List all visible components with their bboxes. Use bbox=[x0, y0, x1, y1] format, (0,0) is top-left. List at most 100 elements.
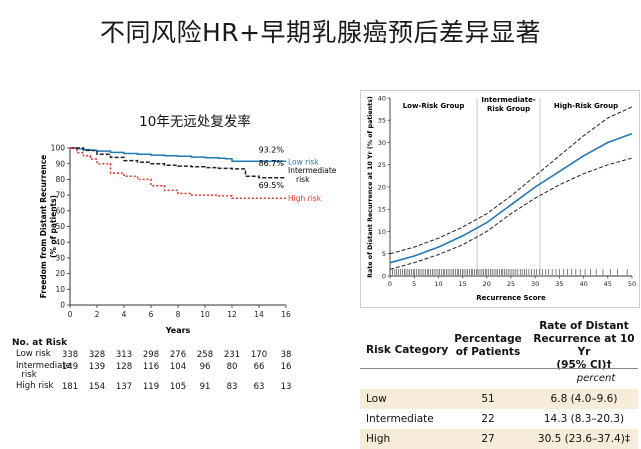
risk-table-cell: 139 bbox=[88, 362, 106, 372]
risk-table-row-label: Low risk bbox=[16, 349, 51, 359]
row-rate: 14.3 (8.3–20.3) bbox=[543, 413, 625, 425]
risk-table-cell: 258 bbox=[196, 350, 214, 360]
risk-table-cell: 66 bbox=[253, 362, 265, 372]
risk-table-cell: 137 bbox=[115, 382, 133, 392]
y-tick-label: 20 bbox=[55, 269, 65, 278]
km-series-line bbox=[70, 147, 286, 199]
estimate-line bbox=[389, 132, 633, 264]
risk-table-row-label: Intermediate risk bbox=[16, 361, 71, 380]
y-tick-label: 25 bbox=[378, 161, 386, 169]
risk-table-header: No. at Risk bbox=[12, 338, 68, 348]
risk-table-cell: 154 bbox=[88, 382, 106, 392]
row-category: Intermediate bbox=[366, 413, 434, 425]
x-tick-label: 12 bbox=[227, 310, 237, 319]
col-header-risk-category: Risk Category bbox=[366, 344, 449, 356]
row-percentage: 51 bbox=[481, 393, 495, 405]
y-tick-label: 70 bbox=[55, 191, 65, 200]
y-tick-label: 10 bbox=[55, 285, 65, 294]
group-label: Risk Group bbox=[487, 105, 530, 113]
row-category: Low bbox=[366, 393, 387, 405]
km-chart: 0 10 20 30 40 50 60 70 80 90 100 0 2 4 6 8 10 12 14 16 Years… bbox=[39, 144, 337, 335]
risk-table-cell: 119 bbox=[142, 382, 160, 392]
risk-table-cell: 63 bbox=[253, 382, 265, 392]
y-tick-label: 10 bbox=[378, 228, 386, 236]
group-label: High-Risk Group bbox=[554, 102, 618, 110]
y-axis-label: Rate of Distant Recurrence at 10 Yr (% o… bbox=[367, 96, 374, 278]
x-axis-label: Recurrence Score bbox=[476, 294, 546, 302]
group-label: Low-Risk Group bbox=[403, 102, 465, 110]
y-tick-label: 40 bbox=[55, 238, 65, 247]
x-tick-label: 50 bbox=[628, 280, 636, 288]
km-legend-label: Low risk bbox=[288, 157, 319, 166]
x-tick-label: 45 bbox=[604, 280, 612, 288]
risk-table-cell: 38 bbox=[280, 350, 292, 360]
risk-table-cell: 128 bbox=[115, 362, 133, 372]
col-header-rate: Rate of Distant Recurrence at 10 Yr (95%… bbox=[533, 320, 635, 371]
x-tick-label: 4 bbox=[122, 310, 127, 319]
x-tick-label: 10 bbox=[200, 310, 210, 319]
risk-table-cell: 298 bbox=[142, 350, 160, 360]
row-category: High bbox=[366, 433, 391, 445]
x-tick-label: 10 bbox=[434, 280, 442, 288]
y-axis-label-sub: (% of patients) bbox=[49, 195, 58, 258]
ci-line bbox=[389, 106, 633, 255]
risk-table-cell: 276 bbox=[169, 350, 187, 360]
x-tick-label: 15 bbox=[458, 280, 466, 288]
km-legend-label: Intermediate bbox=[288, 166, 337, 175]
row-rate: 30.5 (23.6–37.4)‡ bbox=[537, 433, 631, 445]
col-header-percentage: Percentage of Patients bbox=[454, 333, 522, 358]
group-label: Intermediate- bbox=[481, 96, 535, 104]
units-label: percent bbox=[576, 373, 616, 384]
y-tick-label: 100 bbox=[51, 144, 66, 153]
km-end-label: 69.5% bbox=[259, 181, 285, 190]
km-legend-label: risk bbox=[296, 175, 310, 184]
y-tick-label: 90 bbox=[55, 159, 65, 168]
x-tick-label: 16 bbox=[281, 310, 291, 319]
y-tick-label: 15 bbox=[378, 206, 386, 214]
km-end-label: 86.7% bbox=[259, 159, 285, 168]
x-tick-label: 14 bbox=[254, 310, 264, 319]
ci-line bbox=[389, 157, 633, 270]
risk-category-table: Risk Category Percentage of Patients Rat… bbox=[360, 316, 638, 449]
y-axis-label: Freedom from Distant Recurrence bbox=[39, 155, 48, 298]
risk-table-cell: 105 bbox=[169, 382, 187, 392]
risk-table-cell: 170 bbox=[250, 350, 268, 360]
risk-table-cell: 231 bbox=[223, 350, 241, 360]
risk-table-row: Intermediate risk 149 139 128 116 104 96 80 66 16 bbox=[12, 362, 291, 382]
x-tick-label: 0 bbox=[388, 280, 392, 288]
risk-table-row-label: High risk bbox=[16, 381, 54, 391]
km-end-label: 93.2% bbox=[259, 146, 285, 155]
table-row: High 27 30.5 (23.6–37.4)‡ bbox=[360, 429, 638, 449]
table-row: Intermediate 22 14.3 (8.3–20.3) bbox=[360, 409, 638, 429]
y-tick-label: 30 bbox=[55, 254, 65, 263]
x-tick-label: 5 bbox=[412, 280, 416, 288]
y-tick-label: 50 bbox=[55, 222, 65, 231]
risk-table-cell: 13 bbox=[280, 382, 292, 392]
risk-table-cell: 116 bbox=[142, 362, 160, 372]
x-tick-label: 30 bbox=[531, 280, 539, 288]
table-row: Low 51 6.8 (4.0–9.6) bbox=[360, 389, 638, 409]
risk-table-cell: 96 bbox=[199, 362, 211, 372]
risk-table-cell: 313 bbox=[115, 350, 133, 360]
x-tick-label: 2 bbox=[95, 310, 100, 319]
km-series-line bbox=[70, 147, 286, 179]
risk-table-cell: 91 bbox=[199, 382, 211, 392]
km-series-line bbox=[70, 147, 286, 163]
risk-table-row: High risk 181 154 137 119 105 91 83 63 13 bbox=[12, 382, 291, 394]
table-rule bbox=[360, 368, 638, 369]
x-tick-label: 35 bbox=[555, 280, 563, 288]
y-tick-label: 60 bbox=[55, 206, 65, 215]
x-tick-label: 20 bbox=[483, 280, 491, 288]
risk-table-cell: 338 bbox=[61, 350, 79, 360]
y-tick-label: 0 bbox=[382, 272, 386, 280]
km-legend-label: High risk bbox=[288, 194, 322, 203]
risk-table-cell: 328 bbox=[88, 350, 106, 360]
y-tick-label: 5 bbox=[382, 250, 386, 258]
x-tick-label: 8 bbox=[176, 310, 181, 319]
risk-table-cell: 16 bbox=[280, 362, 292, 372]
km-chart-title: 10年无远处复发率 bbox=[139, 114, 251, 130]
row-rate: 6.8 (4.0–9.6) bbox=[550, 393, 618, 405]
risk-table-cell: 104 bbox=[169, 362, 187, 372]
y-tick-label: 0 bbox=[60, 301, 65, 310]
y-tick-label: 30 bbox=[378, 139, 386, 147]
